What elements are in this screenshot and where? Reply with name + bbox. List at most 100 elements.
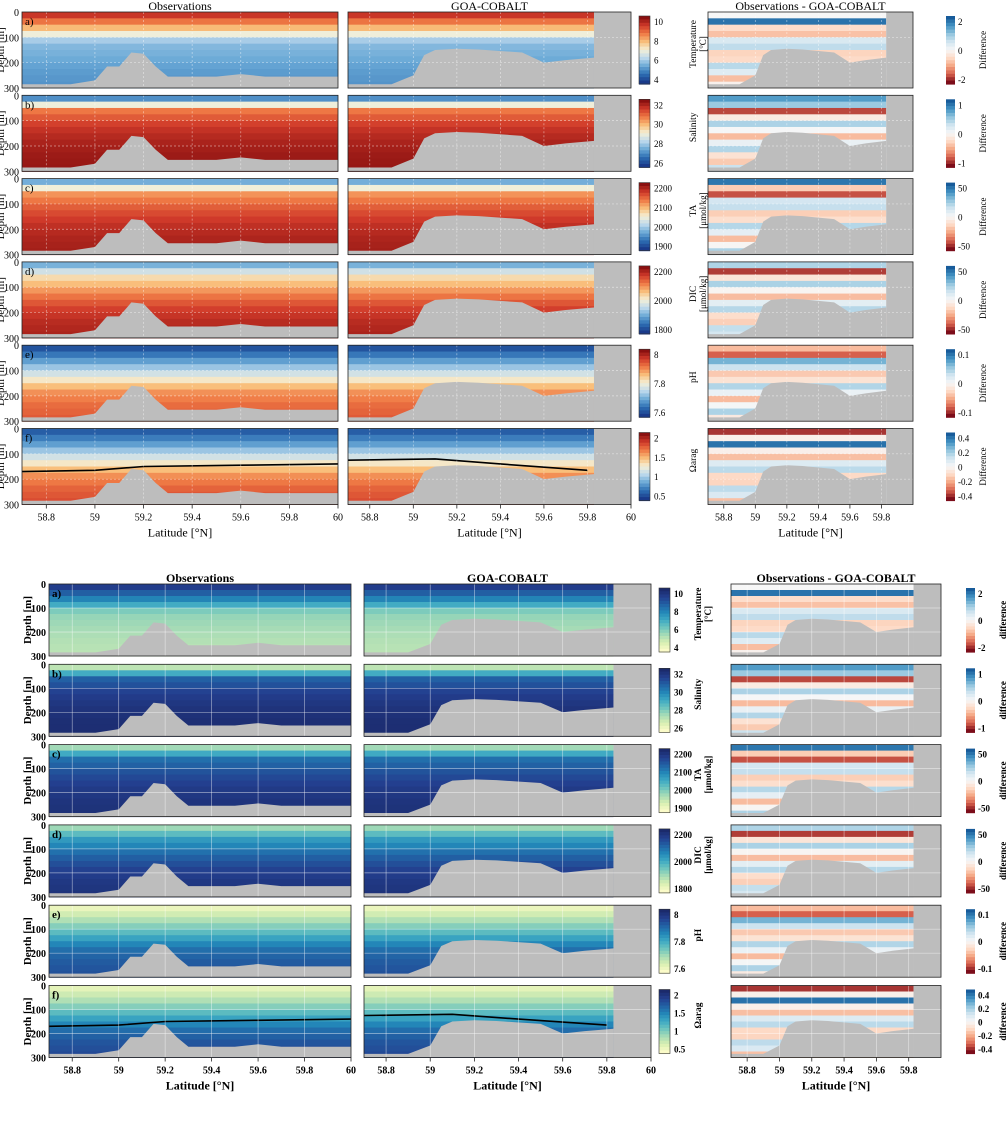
colorbar-tick-label: 7.6 [674, 964, 686, 974]
panel-label: d) [25, 266, 35, 278]
model-panel-row-5 [347, 344, 632, 422]
colorbar-swatch [659, 767, 670, 772]
model-strata-5 [348, 203, 594, 211]
colorbar-tick-label: 26 [654, 158, 664, 168]
diff-colorbar-swatch [946, 133, 955, 138]
diff-colorbar-swatch [966, 725, 975, 730]
diff-colorbar-swatch [946, 490, 955, 495]
panel-label: c) [25, 183, 34, 195]
model-strata-1 [348, 95, 594, 103]
obs-strata-4 [22, 364, 338, 372]
diff-strata-5 [708, 453, 887, 461]
colorbar-tick-label: 6 [674, 625, 679, 635]
diff-strata-6 [731, 854, 914, 862]
colorbar-swatch [659, 1040, 670, 1045]
diff-colorbar-swatch [946, 289, 955, 294]
diff-colorbar-tick: -50 [978, 884, 990, 894]
diff-colorbar-tick: 2 [978, 589, 983, 599]
depth-tick-label: 0 [41, 580, 46, 591]
colorbar-swatch [659, 922, 670, 926]
diff-strata-4 [708, 31, 887, 38]
colorbar-swatch [659, 729, 670, 733]
obs-strata-9 [22, 62, 338, 70]
x-tick-label: 59.2 [803, 1066, 821, 1077]
depth-tick-label: 200 [31, 789, 46, 800]
model-strata-5 [348, 370, 594, 378]
colorbar-swatch [659, 693, 670, 698]
depth-axis-label: Depth [m] [22, 676, 34, 724]
depth-tick-label: 0 [14, 258, 19, 269]
colorbar-swatch [639, 146, 650, 151]
colorbar-swatch [659, 642, 670, 647]
diff-colorbar-swatch [966, 832, 975, 836]
diff-colorbar-swatch [966, 925, 975, 929]
diff-colorbar-swatch [966, 867, 975, 872]
diff-panel-row-2 [707, 94, 914, 172]
diff-panel-row-4 [730, 824, 942, 898]
diff-colorbar-swatch [966, 870, 975, 875]
obs-strata-4 [49, 762, 351, 770]
colorbar-swatch [659, 928, 670, 933]
panel-label: b) [25, 99, 35, 111]
diff-strata-1 [731, 905, 914, 912]
colorbar-swatch [639, 497, 650, 502]
diff-colorbar-swatch [946, 146, 955, 151]
diff-strata-4 [708, 364, 887, 372]
obs-strata-10 [22, 318, 338, 326]
panel-frame [707, 94, 914, 172]
model-strata-3 [348, 441, 594, 448]
colorbar-swatch [659, 755, 670, 759]
colorbar-swatch [659, 828, 670, 833]
diff-colorbar-swatch [946, 19, 955, 24]
diff-colorbar-swatch [946, 143, 955, 148]
colorbar-swatch [639, 157, 650, 162]
panel-frame [730, 583, 942, 657]
diff-strata-6 [708, 376, 887, 384]
model-panel-row-3 [363, 744, 652, 818]
seafloor-bathymetry [49, 863, 351, 897]
diff-colorbar-swatch [966, 764, 975, 769]
x-tick-label: 59.8 [873, 513, 891, 524]
colorbar-swatch [639, 446, 650, 451]
colorbar-tick-label: 4 [654, 75, 659, 85]
diff-strata-4 [731, 923, 914, 930]
panel-label: d) [52, 829, 62, 841]
obs-strata-10 [49, 878, 351, 886]
diff-colorbar-swatch [966, 1043, 975, 1048]
diff-colorbar-label: Difference [978, 364, 988, 402]
colorbar-swatch [659, 790, 670, 794]
colorbar-tick-label: 1800 [674, 884, 693, 894]
diff-colorbar-swatch [946, 469, 955, 474]
colorbar-tick-label: 2200 [654, 184, 673, 194]
diff-colorbar-swatch [966, 668, 975, 673]
diff-strata-3 [708, 441, 887, 448]
diff-colorbar-swatch [966, 761, 975, 766]
diff-colorbar-swatch [966, 1018, 975, 1023]
obs-strata-2 [22, 18, 338, 26]
model-strata-1 [348, 261, 594, 269]
colorbar-swatch [659, 1031, 670, 1035]
colorbar-swatch [639, 56, 650, 61]
colorbar-swatch [639, 46, 650, 51]
depth-tick-label: 300 [4, 251, 19, 262]
diff-colorbar-tick: 0.1 [958, 350, 969, 360]
diff-colorbar-tick: -0.2 [978, 1031, 993, 1041]
colorbar-frame [638, 15, 651, 85]
obs-strata-10 [49, 718, 351, 725]
depth-tick-label: 0 [41, 901, 46, 912]
diff-strata-5 [731, 1009, 914, 1016]
diff-strata-4 [708, 197, 887, 205]
colorbar-swatch [639, 209, 650, 214]
colorbar-swatch [639, 449, 650, 454]
obs-strata-2 [49, 911, 351, 918]
outside-domain [886, 345, 913, 422]
diff-colorbar-swatch [966, 607, 975, 611]
diff-colorbar-swatch [966, 755, 975, 759]
panel-frame [48, 583, 352, 657]
colorbar-tick-label: 26 [674, 723, 684, 733]
obs-strata-10 [49, 798, 351, 806]
colorbar-frame [658, 989, 671, 1054]
diff-strata-3 [708, 191, 887, 199]
diff-colorbar-swatch [946, 163, 955, 168]
diff-colorbar-swatch [966, 854, 975, 859]
